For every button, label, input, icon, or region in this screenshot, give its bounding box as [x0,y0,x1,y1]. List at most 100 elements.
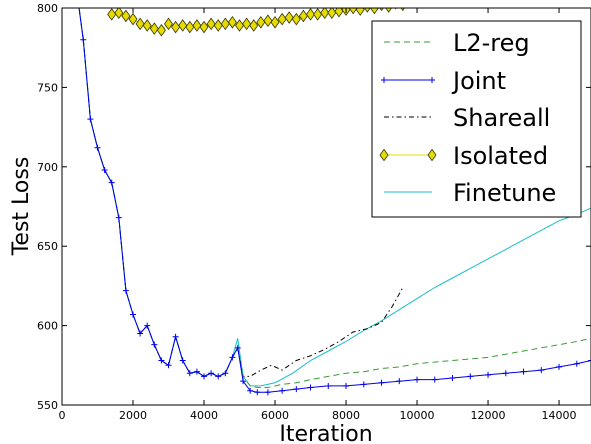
data-point-joint [254,389,261,396]
data-point-joint [279,387,286,394]
data-point-isolated [213,19,223,32]
data-point-joint [130,311,137,318]
data-point-isolated [263,14,273,27]
data-point-isolated [171,20,181,34]
legend-label-finetune: Finetune [453,179,556,207]
legend-label-l2-reg: L2-reg [453,29,530,57]
data-point-joint [94,144,101,151]
data-point-joint [137,330,144,337]
y-tick-label: 750 [37,81,58,94]
data-point-isolated [121,9,131,23]
data-point-isolated [128,12,138,26]
data-point-isolated [107,8,117,21]
data-point-joint [165,362,172,369]
data-point-joint [234,344,241,351]
legend-marker-joint [429,77,435,83]
y-axis-title: Test Loss [9,157,34,257]
y-tick-label: 550 [37,399,58,412]
data-point-joint [193,368,200,375]
data-point-joint [556,363,563,370]
data-point-isolated [320,8,330,20]
data-point-joint [108,179,115,186]
data-point-joint [229,354,236,361]
legend-entry-l2-reg: L2-reg [384,29,530,57]
data-point-isolated [385,8,392,13]
data-point-joint [467,373,474,380]
data-point-isolated [156,23,166,37]
data-point-isolated [235,19,245,32]
data-point-joint [80,36,87,43]
legend-entry-shareall: Shareall [384,104,550,132]
data-point-joint [449,375,456,382]
data-point-joint [293,386,300,393]
data-point-joint [343,382,350,389]
data-point-isolated [284,11,294,24]
legend: L2-reg Joint Shareall Isolated Finetune [371,20,582,218]
data-point-joint [538,367,545,374]
data-point-joint [247,387,254,394]
data-point-isolated [149,22,159,35]
x-tick-label: 8000 [332,409,360,422]
series-joint [78,8,591,396]
data-point-isolated [277,12,287,26]
data-point-joint [431,376,438,383]
data-point-joint [179,357,186,364]
data-point-joint [520,368,527,375]
data-point-joint [208,370,215,377]
data-point-isolated [327,8,337,20]
data-point-isolated [114,8,124,20]
data-point-joint [144,322,151,329]
data-point-joint [215,373,222,380]
x-tick-label: 14000 [542,409,577,422]
data-point-joint [325,382,332,389]
data-point-isolated [220,17,230,31]
data-point-joint [573,360,580,367]
data-point-isolated [249,19,259,32]
data-point-isolated [291,12,301,26]
data-point-joint [414,376,421,383]
data-point-isolated [227,16,237,29]
data-point-isolated [369,8,379,15]
data-point-joint [186,370,193,377]
legend-entry-isolated: Isolated [379,142,548,170]
data-point-joint [360,381,367,388]
data-point-joint [87,116,94,123]
plot-frame [61,7,591,406]
x-tick-label: 0 [59,409,66,422]
data-point-joint [240,378,247,385]
data-point-isolated [355,8,365,16]
data-point-isolated [306,8,316,21]
x-axis-title: Iteration [279,422,372,444]
data-point-joint [485,371,492,378]
data-point-isolated [199,20,209,34]
data-point-isolated [242,17,252,31]
data-point-joint [115,214,122,221]
legend-marker-isolated [379,148,389,162]
data-point-isolated [270,16,280,29]
y-tick-label: 800 [37,2,58,15]
data-point-joint [158,357,165,364]
data-point-joint [502,370,509,377]
series-layer [78,8,591,396]
data-point-isolated [400,8,406,12]
data-point-isolated [348,8,358,15]
data-point-isolated [206,17,216,31]
legend-label-joint: Joint [451,67,506,95]
data-point-joint [378,379,385,386]
data-point-isolated [363,8,371,13]
data-point-joint [122,287,129,294]
data-point-isolated [142,19,152,32]
y-tick-label: 600 [37,320,58,333]
y-tick-label: 700 [37,161,58,174]
data-point-joint [588,357,591,364]
legend-marker-isolated [427,148,437,162]
data-point-isolated [379,8,384,12]
y-tick-label: 650 [37,240,58,253]
data-point-isolated [313,8,323,21]
data-point-joint [307,384,314,391]
data-point-joint [201,373,208,380]
data-point-isolated [164,17,174,31]
x-tick-label: 6000 [261,409,289,422]
series-isolated [107,8,406,37]
